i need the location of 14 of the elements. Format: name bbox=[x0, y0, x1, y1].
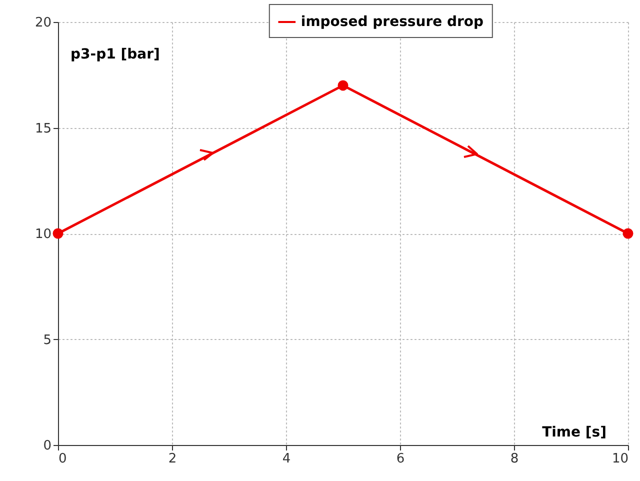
x-tick-label: 10 bbox=[612, 452, 628, 466]
legend-label: imposed pressure drop bbox=[300, 14, 484, 30]
x-tick-label: 2 bbox=[168, 452, 177, 466]
y-tick-label: 20 bbox=[34, 16, 52, 30]
y-tick-label: 5 bbox=[43, 332, 52, 348]
x-tick-label: 8 bbox=[510, 452, 519, 466]
x-tick-label: 4 bbox=[282, 452, 291, 466]
y-axis-title: p3-p1 [bar] bbox=[70, 46, 160, 62]
x-tick-label: 0 bbox=[58, 452, 67, 466]
y-tick-label: 15 bbox=[34, 121, 52, 136]
y-tick-label: 10 bbox=[34, 227, 52, 242]
x-tick-label: 6 bbox=[396, 452, 405, 466]
x-axis-title: Time [s] bbox=[542, 424, 606, 440]
y-tick-label: 0 bbox=[43, 438, 52, 454]
